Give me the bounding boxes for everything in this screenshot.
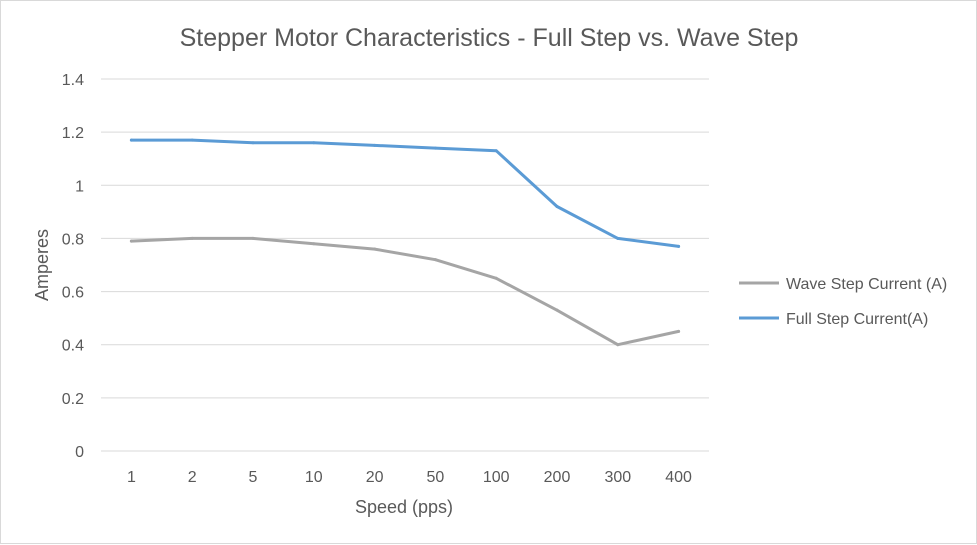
data-point	[312, 141, 316, 145]
y-axis-title: Amperes	[32, 229, 52, 301]
legend-label: Full Step Current(A)	[786, 311, 928, 328]
chart-title: Stepper Motor Characteristics - Full Ste…	[180, 24, 799, 52]
x-tick-label: 1	[127, 469, 136, 486]
data-point	[677, 244, 681, 248]
y-tick-label: 0.2	[62, 391, 84, 408]
data-point	[190, 138, 194, 142]
data-point	[555, 308, 559, 312]
y-tick-label: 0.6	[62, 285, 84, 302]
data-point	[373, 247, 377, 251]
x-axis-title: Speed (pps)	[355, 497, 453, 517]
y-tick-label: 1.4	[62, 72, 84, 89]
x-tick-label: 2	[188, 469, 197, 486]
data-point	[494, 149, 498, 153]
legend-label: Wave Step Current (A)	[786, 276, 947, 293]
data-point	[251, 141, 255, 145]
y-tick-label: 0.4	[62, 338, 84, 355]
y-tick-label: 1.2	[62, 125, 84, 142]
series-line	[129, 138, 681, 248]
data-point	[190, 236, 194, 240]
series-line	[129, 236, 681, 347]
data-point	[312, 242, 316, 246]
data-point	[677, 329, 681, 333]
x-tick-label: 400	[665, 469, 692, 486]
x-tick-label: 5	[249, 469, 258, 486]
data-point	[616, 236, 620, 240]
x-tick-label: 10	[305, 469, 323, 486]
data-point	[251, 236, 255, 240]
y-tick-label: 0	[75, 444, 84, 461]
data-point	[129, 138, 133, 142]
x-tick-label: 200	[544, 469, 571, 486]
x-tick-label: 50	[427, 469, 445, 486]
x-tick-label: 100	[483, 469, 510, 486]
gridlines	[101, 78, 709, 452]
data-point	[373, 143, 377, 147]
series-lines	[129, 138, 681, 347]
x-axis-ticks: 1 2 5 10 20 50 100 200 300 400	[127, 469, 692, 486]
data-point	[433, 146, 437, 150]
data-point	[616, 343, 620, 347]
data-point	[129, 239, 133, 243]
y-tick-label: 0.8	[62, 231, 84, 248]
data-point	[433, 258, 437, 262]
y-axis-ticks: 0 0.2 0.4 0.6 0.8 1 1.2 1.4	[62, 72, 84, 461]
y-tick-label: 1	[75, 178, 84, 195]
legend: Wave Step Current (A) Full Step Current(A…	[739, 276, 947, 328]
data-point	[494, 276, 498, 280]
data-point	[555, 205, 559, 209]
x-tick-label: 20	[366, 469, 384, 486]
x-tick-label: 300	[604, 469, 631, 486]
